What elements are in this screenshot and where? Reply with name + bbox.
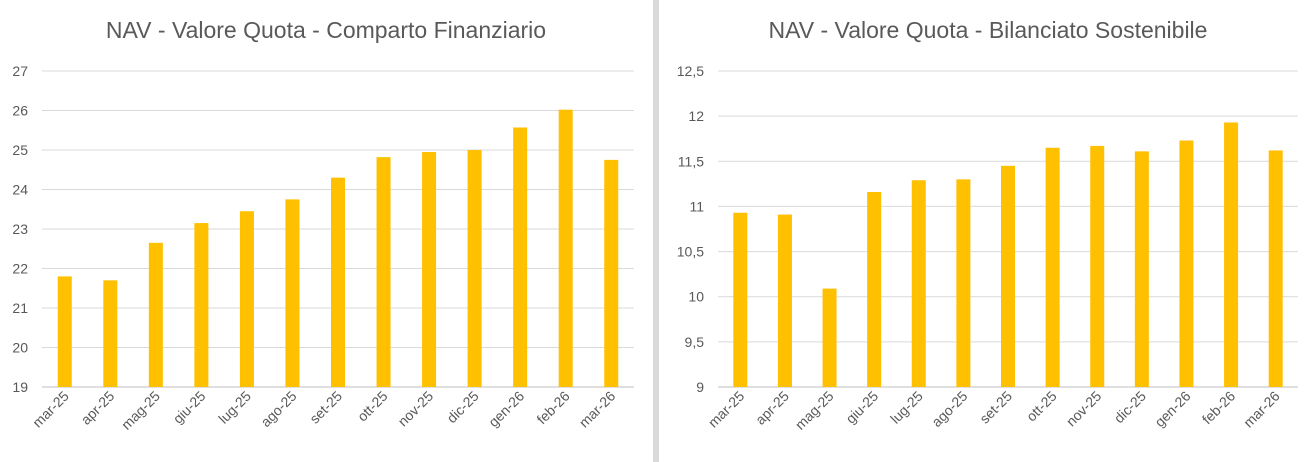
bar-feb-26 [558, 109, 573, 388]
x-tick-label: apr-25 [752, 388, 792, 428]
bar-mar-25 [57, 276, 72, 387]
y-tick-label: 21 [12, 300, 28, 316]
chart-bilanciato: NAV - Valore Quota - Bilanciato Sostenib… [677, 17, 1298, 433]
bar-ott-25 [376, 157, 391, 387]
bar-set-25 [331, 177, 345, 387]
bar-apr-25 [777, 214, 792, 387]
x-tick-label: mag-25 [792, 388, 837, 433]
y-tick-label: 12,5 [677, 63, 704, 79]
y-tick-label: 24 [12, 182, 28, 198]
x-tick-label: lug-25 [887, 388, 926, 427]
y-tick-label: 10 [688, 289, 704, 305]
x-tick-label: ago-25 [928, 388, 970, 430]
x-tick-label: lug-25 [215, 388, 254, 427]
y-tick-label: 9,5 [685, 334, 705, 350]
y-tick-label: 11 [689, 198, 704, 214]
bar-apr-25 [103, 280, 118, 387]
x-tick-label: feb-26 [1199, 388, 1239, 428]
chart-finanziario: NAV - Valore Quota - Comparto Finanziari… [12, 17, 634, 433]
x-tick-label: nov-25 [395, 388, 437, 430]
y-tick-label: 9 [696, 379, 704, 395]
x-tick-label: nov-25 [1063, 388, 1105, 430]
bar-mag-25 [148, 242, 163, 387]
x-tick-label: mar-25 [705, 388, 748, 431]
chart-panel-bilanciato: NAV - Valore Quota - Bilanciato Sostenib… [660, 0, 1314, 462]
bar-mar-25 [733, 212, 748, 387]
y-tick-label: 10,5 [677, 244, 704, 260]
x-tick-label: mar-25 [29, 388, 72, 431]
x-tick-label: giu-25 [842, 388, 881, 427]
x-tick-label: feb-26 [533, 388, 573, 428]
bar-giu-25 [867, 191, 882, 387]
y-tick-label: 19 [12, 379, 28, 395]
bar-nov-25 [422, 151, 437, 387]
bar-gen-26 [1179, 140, 1194, 387]
x-tick-label: dic-25 [1111, 388, 1149, 426]
x-tick-label: apr-25 [77, 388, 117, 428]
x-tick-label: mag-25 [118, 388, 163, 433]
y-tick-label: 27 [12, 63, 28, 79]
bar-lug-25 [239, 211, 254, 387]
x-tick-label: giu-25 [170, 388, 209, 427]
x-tick-label: ott-25 [354, 388, 391, 425]
bar-dic-25 [467, 150, 482, 387]
y-tick-label: 26 [12, 103, 28, 119]
chart-title: NAV - Valore Quota - Comparto Finanziari… [106, 17, 546, 43]
bar-mar-26 [604, 159, 619, 387]
x-tick-label: mar-26 [1240, 388, 1283, 431]
bar-lug-25 [911, 180, 926, 387]
bar-dic-25 [1134, 151, 1149, 387]
chart-title: NAV - Valore Quota - Bilanciato Sostenib… [769, 17, 1208, 43]
x-tick-label: dic-25 [443, 388, 481, 426]
bar-gen-26 [513, 127, 528, 388]
y-tick-label: 20 [12, 340, 28, 356]
bar-giu-25 [194, 223, 209, 387]
bar-ott-25 [1045, 147, 1060, 387]
bar-ago-25 [956, 179, 971, 387]
chart-panel-finanziario: NAV - Valore Quota - Comparto Finanziari… [0, 0, 652, 462]
x-tick-label: set-25 [306, 388, 345, 427]
bar-mag-25 [822, 288, 837, 387]
x-tick-label: ott-25 [1023, 388, 1060, 425]
bar-ago-25 [285, 199, 300, 387]
y-tick-label: 11,5 [678, 153, 704, 169]
y-tick-label: 12 [688, 108, 704, 124]
x-tick-label: ago-25 [257, 388, 299, 430]
x-tick-label: gen-26 [485, 388, 527, 430]
x-tick-label: set-25 [976, 388, 1015, 427]
bar-mar-26 [1268, 150, 1283, 387]
panel-separator [653, 0, 659, 462]
y-tick-label: 22 [12, 261, 28, 277]
bar-set-25 [1001, 165, 1015, 387]
bar-nov-25 [1090, 145, 1105, 387]
y-tick-label: 25 [12, 142, 28, 158]
x-tick-label: mar-26 [576, 388, 619, 431]
y-tick-label: 23 [12, 221, 28, 237]
bar-feb-26 [1224, 122, 1239, 387]
x-tick-label: gen-26 [1151, 388, 1193, 430]
